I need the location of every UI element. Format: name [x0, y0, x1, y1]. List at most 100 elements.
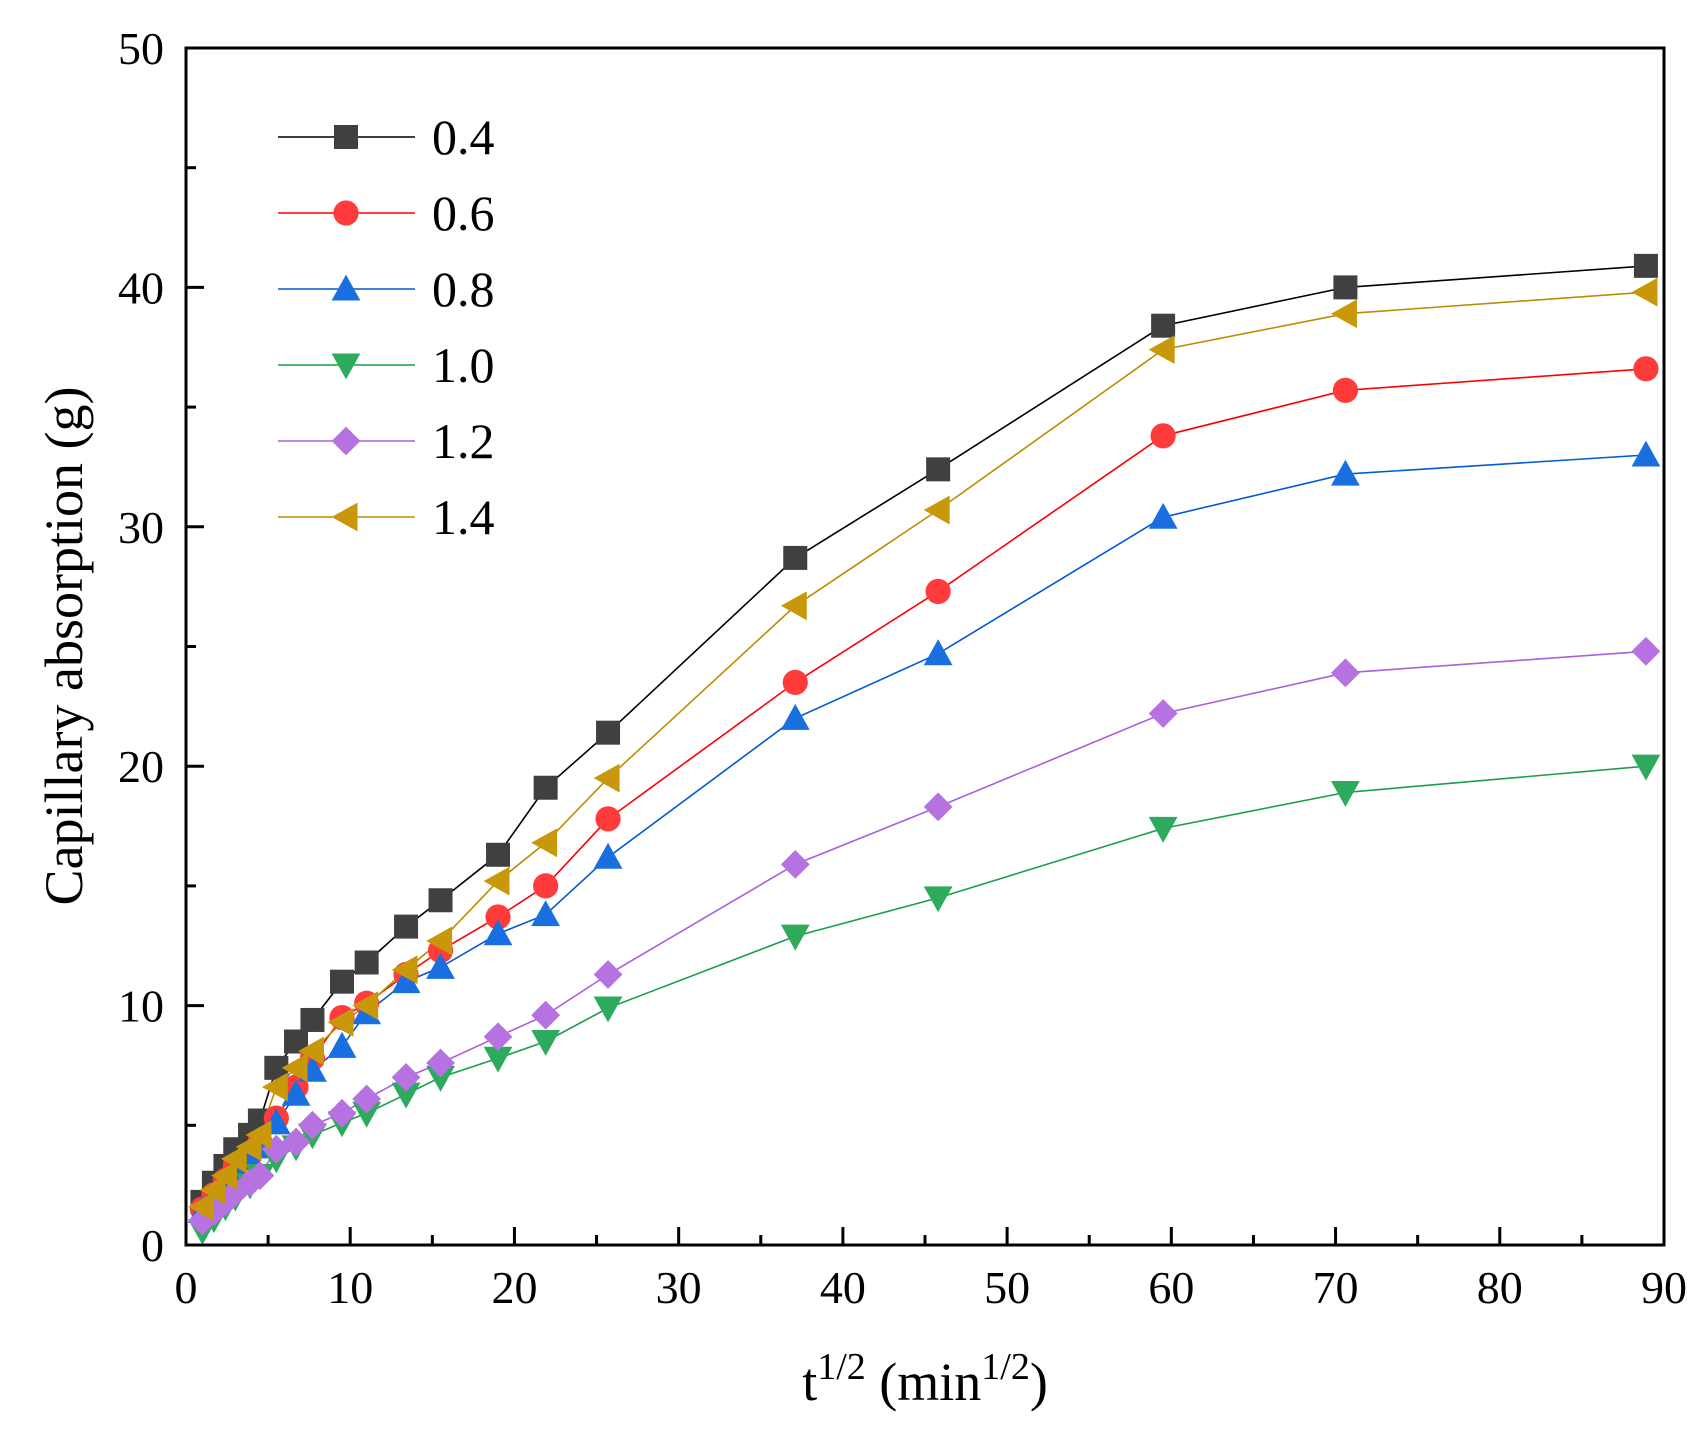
data-point-1.4 — [1331, 299, 1357, 329]
data-point-1.2 — [780, 849, 810, 879]
x-tick-label: 30 — [656, 1262, 702, 1313]
data-point-0.6 — [595, 806, 621, 832]
data-point-1.2 — [483, 1022, 513, 1052]
data-point-1.4 — [211, 1161, 237, 1190]
data-point-1.4 — [531, 828, 558, 858]
legend-label-1.0: 1.0 — [432, 337, 495, 393]
data-point-1.4 — [352, 991, 379, 1020]
legend-label-1.4: 1.4 — [432, 489, 495, 545]
x-tick-label: 60 — [1148, 1262, 1194, 1313]
y-axis-title: Capillary absorption (g) — [34, 387, 94, 906]
data-point-1.4 — [391, 955, 418, 985]
data-point-1.2 — [281, 1127, 311, 1157]
y-tick-label: 30 — [118, 502, 164, 553]
data-point-0.8 — [483, 919, 513, 946]
data-point-1.0 — [426, 1065, 455, 1092]
data-point-1.0 — [483, 1046, 513, 1073]
x-tick-label: 40 — [820, 1262, 866, 1313]
legend-marker-0.4 — [334, 125, 358, 149]
data-point-1.4 — [199, 1175, 226, 1205]
data-point-0.6 — [1332, 377, 1359, 403]
data-point-1.2 — [235, 1168, 265, 1198]
data-point-0.4 — [300, 1007, 325, 1032]
x-tick-label: 10 — [327, 1262, 373, 1313]
y-tick-label: 40 — [118, 262, 164, 313]
data-point-1.0 — [923, 886, 953, 913]
x-tick-label: 0 — [175, 1262, 198, 1313]
legend-label-0.4: 0.4 — [432, 109, 495, 165]
data-point-0.4 — [428, 888, 453, 913]
data-point-1.4 — [593, 763, 620, 793]
data-point-0.6 — [1150, 423, 1176, 449]
legend-marker-1.2 — [331, 426, 361, 456]
axis-ticks — [184, 46, 1666, 1247]
data-point-0.6 — [782, 669, 808, 696]
legend-marker-1.4 — [331, 502, 358, 532]
data-point-0.4 — [783, 545, 808, 570]
legend-marker-0.6 — [333, 200, 359, 226]
data-point-1.0 — [1148, 816, 1178, 843]
data-point-0.8 — [780, 703, 810, 730]
x-tick-label: 70 — [1313, 1262, 1359, 1313]
data-point-1.2 — [593, 960, 623, 989]
data-point-0.8 — [593, 842, 623, 869]
data-point-1.2 — [1631, 636, 1661, 666]
data-point-0.4 — [354, 950, 379, 975]
x-axis-title-sup: 1/2 — [817, 1346, 866, 1388]
data-point-1.4 — [298, 1036, 324, 1066]
data-point-0.4 — [596, 720, 621, 745]
data-point-1.2 — [1148, 699, 1178, 728]
data-point-0.8 — [531, 900, 561, 927]
data-point-1.2 — [391, 1063, 421, 1092]
data-point-1.2 — [327, 1098, 357, 1128]
data-point-0.6 — [485, 904, 511, 930]
data-point-0.8 — [327, 1031, 357, 1058]
data-point-1.0 — [593, 996, 623, 1023]
legend: 0.4 0.6 0.8 1.0 1.2 1.4 — [278, 109, 495, 545]
data-point-1.0 — [391, 1082, 421, 1109]
data-point-1.2 — [531, 1000, 561, 1030]
data-point-1.2 — [426, 1048, 455, 1078]
data-point-1.2 — [1331, 658, 1360, 688]
series-markers — [188, 253, 1661, 1246]
data-point-1.4 — [245, 1120, 272, 1150]
data-point-0.4 — [926, 457, 951, 482]
data-point-1.2 — [923, 792, 953, 822]
data-point-0.8 — [281, 1079, 311, 1106]
data-point-0.4 — [330, 969, 355, 994]
data-point-1.4 — [220, 1144, 247, 1174]
data-point-1.2 — [352, 1084, 382, 1114]
data-point-0.6 — [1633, 356, 1659, 382]
x-tick-label: 80 — [1477, 1262, 1523, 1313]
data-point-0.4 — [1151, 313, 1176, 338]
data-point-1.2 — [298, 1110, 327, 1140]
data-point-0.4 — [1633, 253, 1658, 278]
data-point-0.6 — [925, 578, 951, 605]
data-point-0.8 — [1148, 502, 1178, 529]
data-point-1.4 — [1148, 335, 1175, 365]
data-point-0.4 — [1333, 275, 1358, 300]
data-point-0.4 — [394, 914, 419, 939]
axis-tick-labels: 0 10 20 30 40 50 60 70 80 90 0 10 20 30 40 50 — [118, 23, 1687, 1313]
legend-label-0.6: 0.6 — [432, 185, 495, 241]
y-tick-label: 20 — [118, 741, 164, 792]
x-tick-label: 90 — [1641, 1262, 1687, 1313]
data-point-1.4 — [426, 926, 453, 956]
data-point-0.8 — [1631, 440, 1661, 467]
x-axis-title-end: ) — [1030, 1352, 1048, 1412]
x-tick-label: 20 — [491, 1262, 537, 1313]
x-axis-title-sup2: 1/2 — [981, 1346, 1030, 1388]
legend-label-1.2: 1.2 — [432, 413, 495, 469]
data-point-1.0 — [531, 1029, 561, 1056]
legend-marker-0.8 — [331, 274, 361, 301]
data-point-1.0 — [352, 1101, 382, 1128]
data-point-0.8 — [923, 639, 953, 666]
data-point-1.4 — [327, 1007, 354, 1037]
data-point-1.4 — [188, 1192, 214, 1222]
data-point-1.2 — [245, 1161, 275, 1190]
y-tick-label: 10 — [118, 981, 164, 1032]
data-point-1.2 — [188, 1206, 217, 1236]
x-axis-title: t1/2 (min1/2) — [802, 1346, 1048, 1412]
